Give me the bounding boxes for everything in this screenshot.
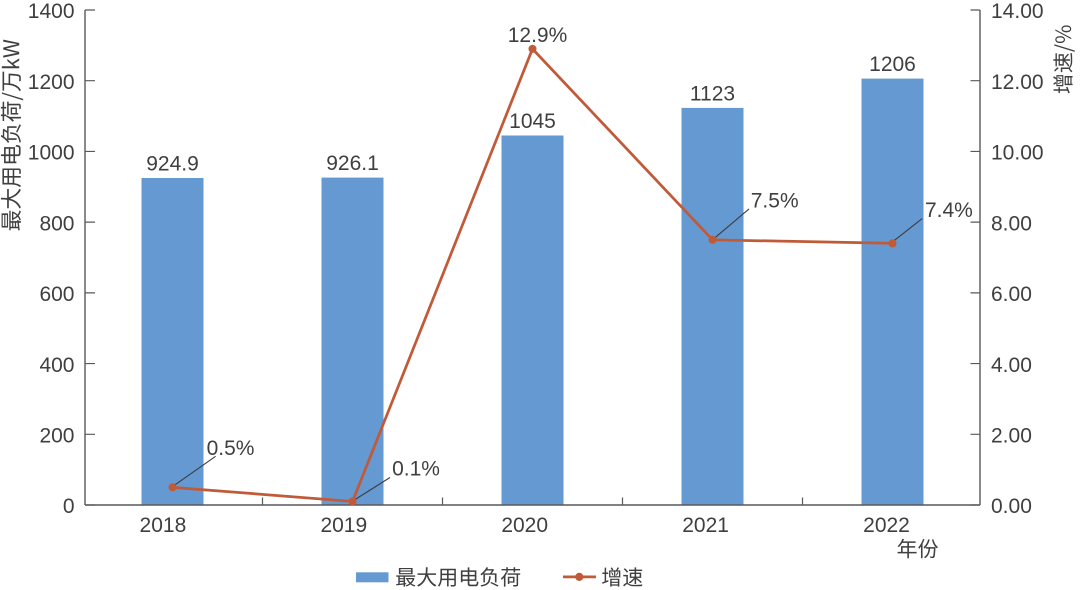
svg-text:0: 0 <box>63 495 75 518</box>
svg-text:1000: 1000 <box>28 142 75 165</box>
svg-text:0.5%: 0.5% <box>207 437 255 460</box>
svg-text:2020: 2020 <box>501 514 548 537</box>
svg-text:7.5%: 7.5% <box>751 189 799 212</box>
svg-text:10.00: 10.00 <box>991 142 1044 165</box>
svg-text:600: 600 <box>39 283 74 306</box>
svg-text:2021: 2021 <box>682 514 729 537</box>
svg-text:14.00: 14.00 <box>991 0 1044 23</box>
svg-text:0.00: 0.00 <box>991 495 1032 518</box>
svg-text:200: 200 <box>39 425 74 448</box>
svg-text:4.00: 4.00 <box>991 354 1032 377</box>
svg-text:8.00: 8.00 <box>991 212 1032 235</box>
svg-text:12.00: 12.00 <box>991 71 1044 94</box>
svg-text:1400: 1400 <box>28 0 75 23</box>
svg-text:6.00: 6.00 <box>991 283 1032 306</box>
svg-text:0.1%: 0.1% <box>392 457 440 480</box>
svg-text:2022: 2022 <box>863 514 910 537</box>
svg-text:12.9%: 12.9% <box>508 24 568 47</box>
svg-text:400: 400 <box>39 354 74 377</box>
svg-text:1123: 1123 <box>690 82 735 105</box>
svg-text:926.1: 926.1 <box>326 152 379 175</box>
svg-text:1206: 1206 <box>869 53 916 76</box>
svg-text:2.00: 2.00 <box>991 425 1032 448</box>
svg-text:800: 800 <box>39 212 74 235</box>
svg-text:2019: 2019 <box>320 514 367 537</box>
svg-text:1045: 1045 <box>509 110 556 133</box>
svg-text:924.9: 924.9 <box>146 153 199 176</box>
svg-text:2018: 2018 <box>140 514 187 537</box>
svg-text:7.4%: 7.4% <box>925 199 973 222</box>
svg-text:1200: 1200 <box>28 71 75 94</box>
